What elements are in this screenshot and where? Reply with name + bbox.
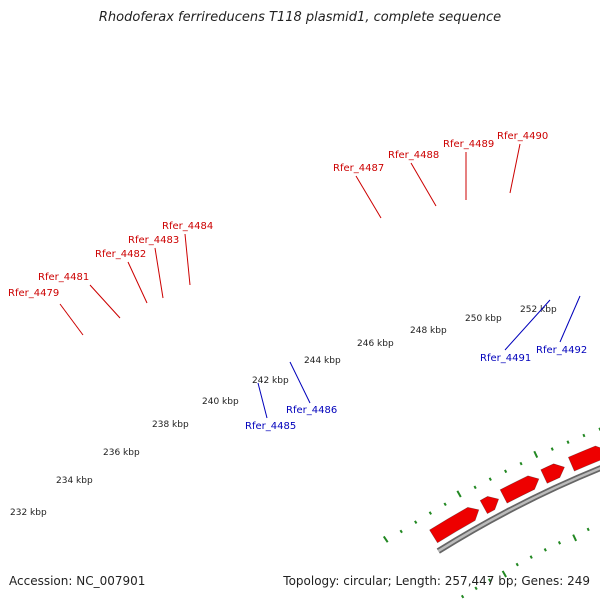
inner-tick-ring	[460, 527, 590, 599]
gene-label-forward: Rfer_4482	[95, 249, 146, 260]
gene-label-forward: Rfer_4481	[38, 272, 89, 283]
gene-label-reverse: Rfer_4491	[480, 353, 531, 364]
gene-label-reverse: Rfer_4492	[536, 345, 587, 356]
tick-mark	[456, 490, 462, 498]
gene-leader-line	[127, 261, 148, 304]
gene-leader-line	[504, 299, 551, 351]
tick-mark	[460, 594, 465, 599]
tick-mark	[550, 447, 554, 451]
tick-mark	[543, 548, 547, 552]
map-title: Rhodoferax ferrireducens T118 plasmid1, …	[98, 10, 502, 25]
gene-label-forward: Rfer_4483	[128, 235, 179, 246]
gene-label-forward: Rfer_4487	[333, 163, 384, 174]
gene-leader-line	[59, 303, 84, 336]
tick-mark	[529, 555, 533, 559]
kbp-label: 244 kbp	[304, 356, 341, 366]
tick-mark	[443, 502, 447, 507]
tick-mark	[399, 529, 403, 534]
tick-mark	[504, 469, 508, 474]
tick-mark	[557, 541, 562, 545]
kbp-label: 238 kbp	[152, 420, 189, 430]
gene-leader-line	[154, 247, 164, 299]
kbp-label: 246 kbp	[357, 339, 394, 349]
gene-label-reverse: Rfer_4485	[245, 421, 296, 432]
gene-label-reverse: Rfer_4486	[286, 405, 337, 416]
gene-label-forward: Rfer_4488	[388, 150, 439, 161]
gene-leader-line	[559, 295, 581, 343]
kbp-label: 242 kbp	[252, 376, 289, 386]
tick-mark	[474, 586, 478, 591]
tick-mark	[414, 520, 418, 524]
tick-mark	[488, 477, 492, 481]
kbp-label: 234 kbp	[56, 476, 93, 486]
tick-mark	[572, 534, 578, 542]
forward-gene-arrow	[540, 463, 565, 484]
gene-leader-line	[257, 382, 268, 419]
forward-gene-arrow	[499, 475, 540, 504]
kbp-label: 252 kbp	[520, 305, 557, 315]
tick-mark	[566, 440, 570, 444]
accession-text: Accession: NC_007901	[9, 574, 146, 588]
tick-mark	[488, 578, 492, 582]
kbp-label: 248 kbp	[410, 326, 447, 336]
outer-tick-ring	[382, 427, 600, 543]
backbone-ring	[437, 467, 600, 553]
gene-leader-line	[410, 162, 437, 207]
kbp-label: 236 kbp	[103, 448, 140, 458]
summary-text: Topology: circular; Length: 257,447 bp; …	[283, 574, 590, 588]
gene-label-forward: Rfer_4479	[8, 288, 59, 299]
kbp-label: 232 kbp	[10, 508, 47, 518]
tick-mark	[582, 433, 586, 438]
gene-leader-line	[509, 143, 521, 194]
gene-leader-line	[289, 361, 311, 404]
gene-label-forward: Rfer_4489	[443, 139, 494, 150]
gene-leader-line	[355, 175, 382, 219]
tick-mark	[428, 511, 432, 515]
gene-label-forward: Rfer_4490	[497, 131, 548, 142]
tick-mark	[501, 570, 507, 578]
tick-mark	[519, 461, 523, 466]
tick-mark	[586, 527, 590, 532]
forward-gene-arrow	[479, 496, 500, 515]
kbp-label: 250 kbp	[465, 314, 502, 324]
tick-mark	[382, 535, 389, 543]
forward-gene-arrow	[567, 445, 600, 472]
gene-leader-line	[89, 284, 121, 319]
forward-gene-arrow	[429, 507, 480, 544]
tick-mark	[515, 562, 519, 567]
kbp-label: 240 kbp	[202, 397, 239, 407]
tick-mark	[473, 485, 477, 490]
gene-label-forward: Rfer_4484	[162, 221, 213, 232]
gene-leader-line	[184, 233, 191, 286]
tick-mark	[533, 450, 539, 459]
